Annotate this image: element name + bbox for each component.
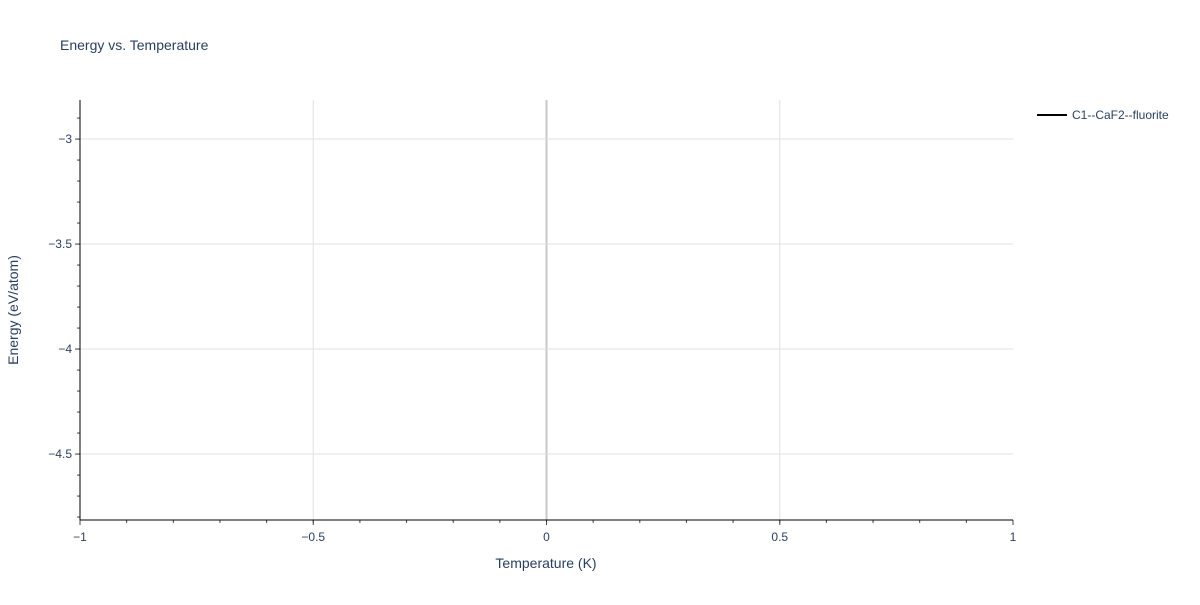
x-tick-label: 0 [543,530,550,544]
y-tick-label: −4 [58,342,72,356]
y-tick-label: −3 [58,132,72,146]
y-axis-label: Energy (eV/atom) [5,255,21,365]
gridlines [80,100,1013,520]
x-tick-label: 1 [1010,530,1017,544]
x-tick-label: −0.5 [301,530,325,544]
legend-label[interactable]: C1--CaF2--fluorite [1072,108,1169,122]
x-tick-label: −1 [73,530,87,544]
y-tick-label: −3.5 [48,237,72,251]
chart-title: Energy vs. Temperature [60,37,209,53]
legend[interactable]: C1--CaF2--fluorite [1037,108,1169,122]
y-tick-label: −4.5 [48,447,72,461]
x-tick-label: 0.5 [771,530,788,544]
x-axis-label: Temperature (K) [495,555,596,571]
axes: −1 −0.5 0 0.5 1 −3 −3.5 −4 −4.5 [48,100,1017,544]
